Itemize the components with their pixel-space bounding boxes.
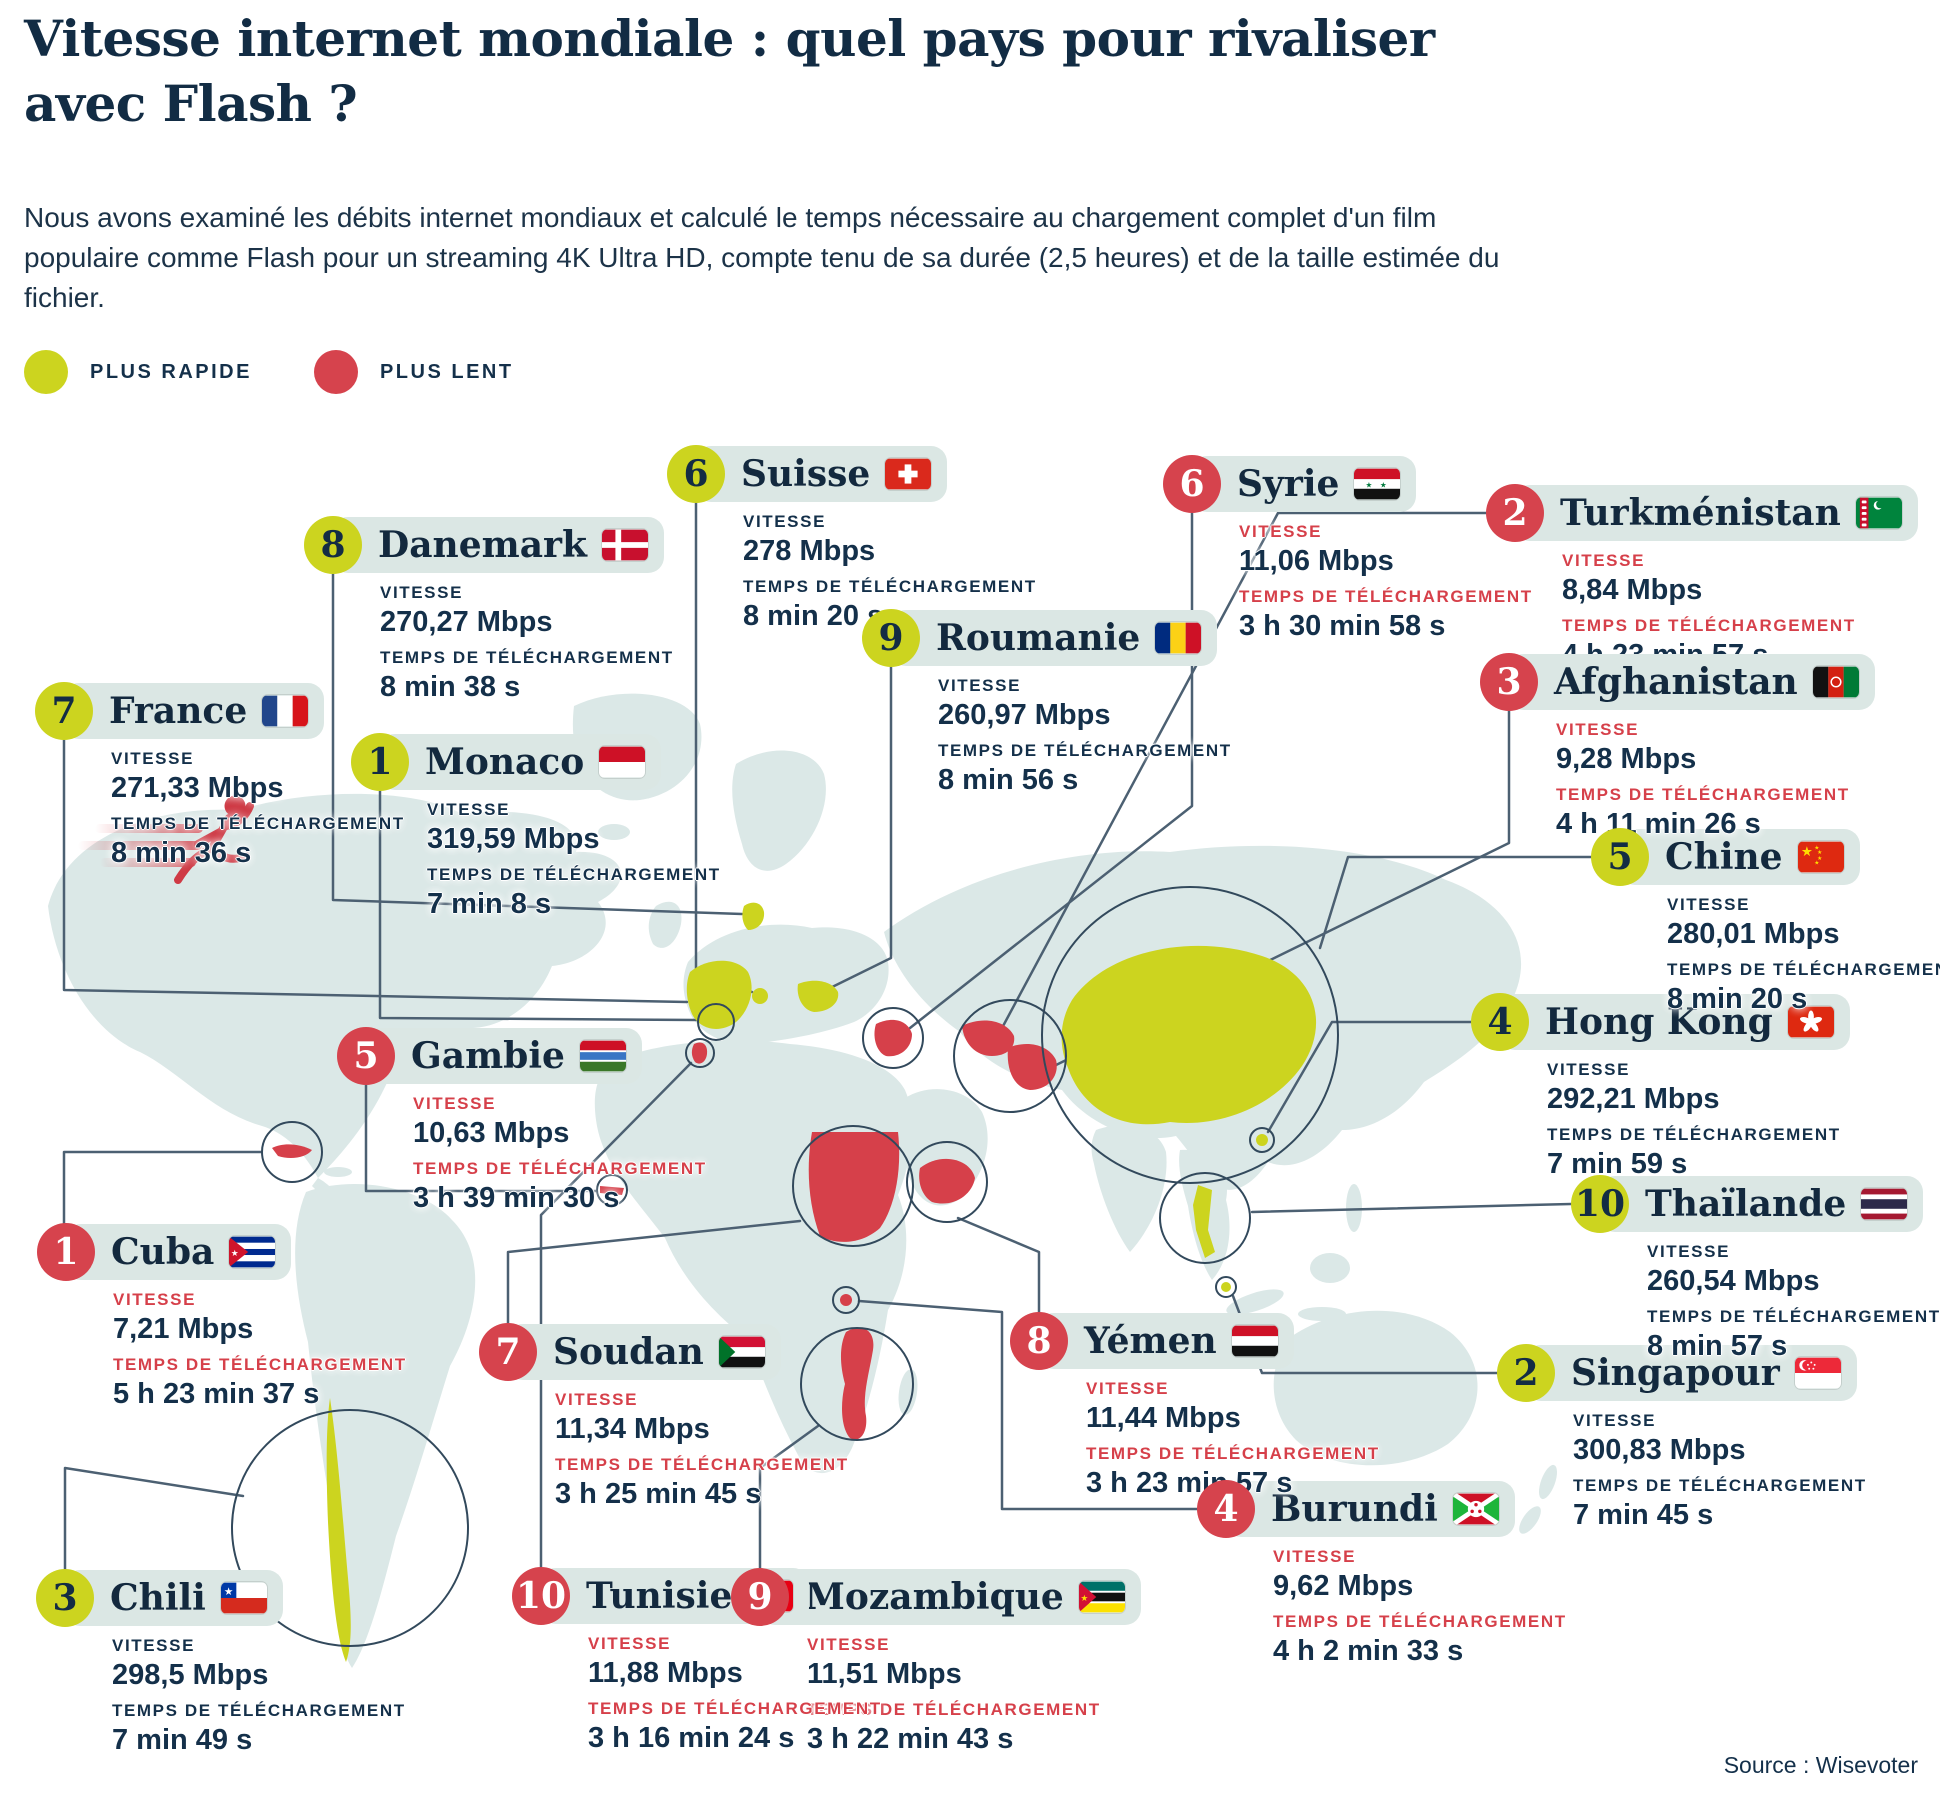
highlight-hongkong (1256, 1134, 1268, 1146)
fast-country-shapes (326, 902, 1317, 1662)
connector-mozambique (758, 1424, 820, 1573)
slow-dot-icon (313, 350, 358, 394)
highlight-soudan (808, 1132, 900, 1242)
highlight-circles (231, 886, 1339, 1647)
connector-chine (1318, 855, 1593, 950)
circle-monaco (697, 1003, 735, 1041)
circle-yemen (906, 1141, 988, 1223)
circle-tunisie (685, 1038, 715, 1068)
circle-thailande (1159, 1172, 1251, 1264)
highlight-danemark (742, 902, 765, 930)
highlight-syrie (874, 1019, 912, 1057)
intro-paragraph: Nous avons examiné les débits internet m… (24, 202, 1500, 314)
highlight-tunisie (691, 1042, 708, 1064)
runner-icon (78, 795, 254, 884)
highlight-burundi (840, 1294, 852, 1306)
connector-tunisie (539, 1061, 693, 1572)
connector-turkmenistan (1000, 511, 1489, 1030)
highlight-suisse (752, 988, 768, 1004)
circle-mozambique (800, 1327, 914, 1441)
legend-item-slow: PLUS LENT (313, 350, 514, 394)
circle-hongkong (1249, 1127, 1275, 1153)
highlight-turkmenistan (962, 1020, 1015, 1056)
source-credit: Source : Wisevoter (1723, 1752, 1918, 1778)
highlight-thailande (1193, 1185, 1215, 1258)
highlight-mozambique (840, 1327, 874, 1440)
highlight-afghanistan (1007, 1044, 1057, 1090)
highlight-singapour (1221, 1282, 1231, 1292)
connector-soudan (506, 1219, 802, 1328)
circle-chine (1041, 886, 1339, 1184)
connector-chili (63, 1466, 245, 1574)
continents (48, 693, 1558, 1668)
legend-item-fast: PLUS RAPIDE (24, 350, 252, 394)
connector-france (62, 738, 689, 1004)
circle-burundi (832, 1286, 860, 1314)
circle-gambie (596, 1174, 628, 1206)
circle-syrie (862, 1007, 924, 1069)
connector-gambie (364, 1083, 598, 1193)
connector-cuba (62, 1150, 263, 1228)
connector-yemen (956, 1216, 1041, 1317)
highlight-chine (1061, 945, 1317, 1125)
country-highlights (272, 902, 1317, 1662)
legend: PLUS RAPIDE PLUS LENT (24, 350, 514, 394)
connector-hongkong (1266, 1020, 1473, 1134)
connector-roumanie (820, 665, 893, 994)
highlight-roumanie (797, 980, 839, 1012)
highlight-yemen (919, 1158, 975, 1204)
legend-slow-label: PLUS LENT (379, 360, 514, 383)
highlight-gambie (600, 1186, 624, 1195)
connector-thailande (1250, 1202, 1573, 1214)
circle-turkmenistan-afghanistan (953, 999, 1067, 1113)
highlight-chili (326, 1398, 351, 1662)
connector-burundi (857, 1299, 1199, 1511)
page-title: Vitesse internet mondiale : quel pays po… (24, 9, 1435, 133)
circle-singapour (1215, 1276, 1237, 1298)
slow-country-shapes (272, 1019, 1057, 1440)
circle-cuba (261, 1121, 323, 1183)
connector-monaco (378, 789, 699, 1022)
highlight-monaco (713, 1017, 723, 1027)
circle-soudan (792, 1125, 914, 1247)
legend-fast-label: PLUS RAPIDE (90, 360, 252, 383)
highlight-france (686, 960, 752, 1029)
connector-danemark (331, 572, 744, 916)
highlight-cuba (272, 1144, 312, 1158)
fast-dot-icon (24, 350, 68, 394)
circle-chili (231, 1409, 469, 1647)
